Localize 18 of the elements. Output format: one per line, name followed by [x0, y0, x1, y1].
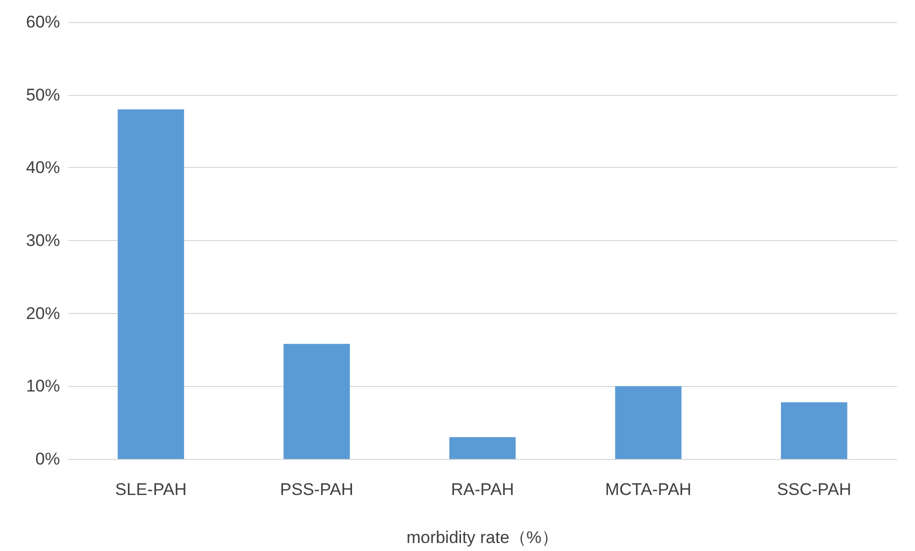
y-tick-label: 30%	[26, 231, 60, 250]
x-tick-label: SLE-PAH	[115, 480, 187, 499]
bar	[284, 344, 350, 459]
x-tick-label: SSC-PAH	[776, 480, 852, 499]
y-tick-label: 0%	[35, 450, 60, 468]
bar	[449, 437, 516, 459]
x-tick-label: RA-PAH	[451, 480, 514, 499]
bar	[118, 109, 184, 459]
x-tick-label: PSS-PAH	[280, 480, 354, 499]
y-tick-label: 20%	[26, 304, 60, 323]
y-tick-label: 60%	[26, 12, 60, 32]
bar	[780, 402, 848, 459]
y-tick-label: 40%	[26, 158, 60, 178]
y-tick-label: 50%	[26, 85, 60, 104]
x-tick-label: MCTA-PAH	[605, 480, 692, 499]
bar	[615, 386, 682, 459]
x-axis-title: morbidity rate（%）	[406, 528, 559, 547]
y-tick-label: 10%	[26, 376, 60, 396]
